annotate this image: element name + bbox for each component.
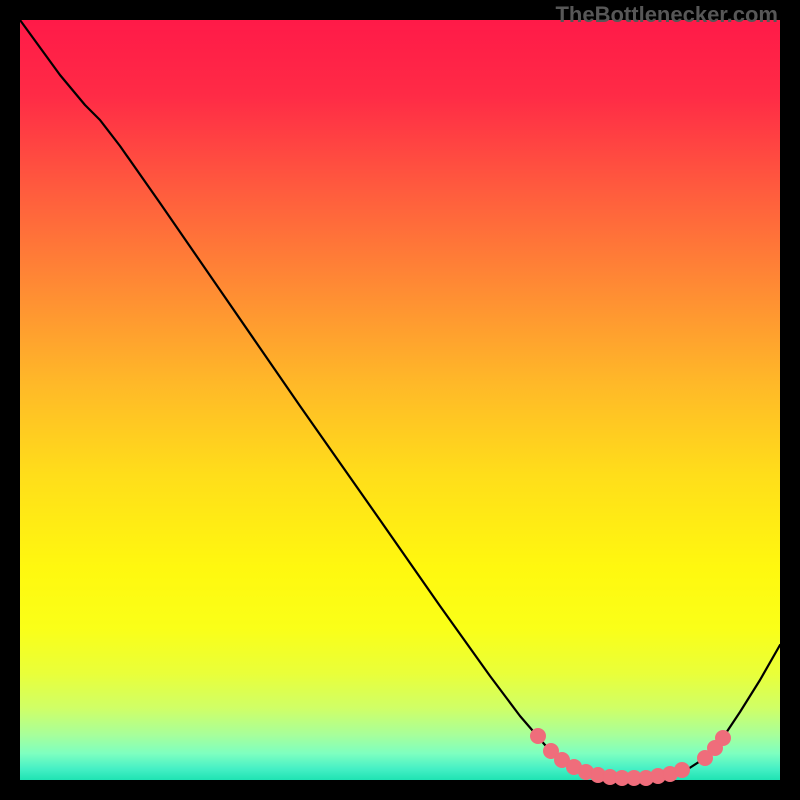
optimal-range-marker (531, 729, 546, 744)
chart-canvas: TheBottlenecker.com (0, 0, 800, 800)
bottleneck-curve (20, 20, 780, 778)
optimal-range-marker (675, 763, 690, 778)
optimal-range-marker (716, 731, 731, 746)
chart-svg (0, 0, 800, 800)
